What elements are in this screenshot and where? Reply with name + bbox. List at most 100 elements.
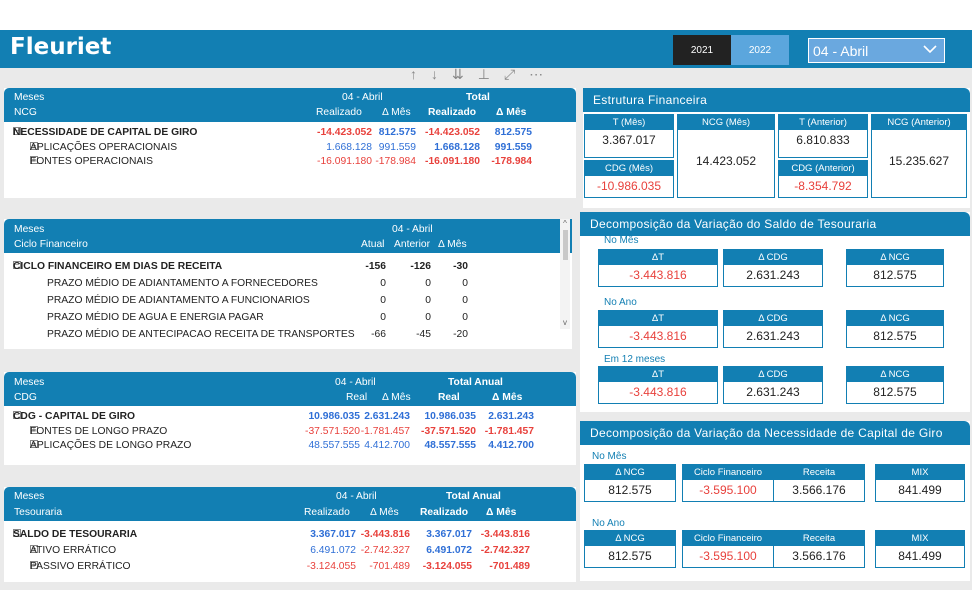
arrow-up-icon[interactable]: ↑ [410, 66, 417, 82]
year-2022-button[interactable]: 2022 [731, 35, 789, 65]
cell: 48.557.555 [308, 440, 360, 452]
table-row[interactable]: + PASSIVO ERRÁTICO -3.124.055 -701.489 -3… [4, 561, 576, 577]
header-cdg: CDG [14, 392, 37, 403]
collapse-icon[interactable]: − [13, 528, 21, 537]
kpi-card: MIX 841.499 [875, 464, 965, 502]
card-label: CDG (Anterior) [779, 161, 867, 176]
cell: 4.412.700 [364, 440, 410, 452]
cdg-matrix-header: Meses CDG 04 - Abril Total Anual Real Δ … [4, 372, 576, 406]
cell: -30 [453, 261, 468, 272]
month-dropdown-value: 04 - Abril [813, 43, 869, 59]
card-label: ΔT [599, 367, 717, 382]
more-options-icon[interactable]: ⋯ [529, 66, 544, 82]
kpi-card: Ciclo Financeiro -3.595.100 [682, 530, 774, 568]
table-row[interactable]: PRAZO MÉDIO DE ADIANTAMENTO A FORNECEDOR… [4, 278, 572, 295]
cell: -156 [365, 261, 386, 272]
table-row[interactable]: − SALDO DE TESOURARIA 3.367.017 -3.443.81… [4, 529, 576, 545]
expand-icon[interactable]: + [30, 439, 38, 449]
expand-icon[interactable]: + [30, 155, 38, 165]
scroll-thumb[interactable] [562, 230, 568, 260]
group-label: Em 12 meses [604, 354, 666, 365]
collapse-icon[interactable]: − [13, 126, 21, 135]
card-value: 812.575 [873, 268, 917, 282]
card-label: CDG (Mês) [585, 161, 673, 176]
cell: -701.489 [369, 561, 410, 572]
cell: -126 [410, 261, 431, 272]
card-value: -10.986.035 [596, 179, 662, 193]
row-label: APLICAÇÕES DE LONGO PRAZO [30, 440, 192, 452]
header-month-group: 04 - Abril [336, 491, 377, 502]
vertical-scrollbar[interactable]: ^ v [560, 219, 570, 329]
expand-icon[interactable]: + [30, 560, 38, 569]
cell: -701.489 [489, 561, 530, 572]
card-label: Δ CDG [724, 250, 822, 265]
table-row[interactable]: + APLICAÇÕES DE LONGO PRAZO 48.557.555 4.… [4, 440, 576, 454]
table-row[interactable]: + ATIVO ERRÁTICO 6.491.072 -2.742.327 6.4… [4, 545, 576, 561]
card-label: T (Anterior) [779, 115, 867, 130]
collapse-icon[interactable]: − [13, 410, 21, 419]
table-row[interactable]: PRAZO MÉDIO DE ANTECIPACAO RECEITA DE TR… [4, 329, 572, 346]
table-row[interactable]: + APLICAÇÕES OPERACIONAIS 1.668.128 991.5… [4, 142, 576, 156]
kpi-card: Δ NCG 812.575 [846, 249, 944, 287]
row-label: PASSIVO ERRÁTICO [30, 561, 131, 572]
card-label: Δ NCG [847, 367, 943, 382]
header-meses: Meses [14, 224, 45, 235]
header-meses: Meses [14, 377, 45, 388]
kpi-card: Δ CDG 2.631.243 [723, 310, 823, 348]
cell: 0 [425, 312, 431, 323]
card-label: MIX [876, 531, 964, 546]
decomp-ncg-panel: Decomposição da Variação da Necessidade … [580, 421, 970, 581]
table-row[interactable]: − CICLO FINANCEIRO EM DIAS DE RECEITA -15… [4, 261, 572, 278]
kpi-card: ΔT -3.443.816 [598, 366, 718, 404]
card-label: Δ CDG [724, 311, 822, 326]
panel-title: Estrutura Financeira [583, 88, 970, 112]
col-realizado: Realizado [316, 107, 362, 118]
table-row[interactable]: + FONTES DE LONGO PRAZO -37.571.520 -1.78… [4, 426, 576, 440]
col-real: Real [346, 392, 368, 403]
card-value: 812.575 [873, 385, 917, 399]
card-value: 2.631.243 [746, 385, 800, 399]
table-row[interactable]: PRAZO MÉDIO DE AGUA E ENERGIA PAGAR 0 0 … [4, 312, 572, 329]
row-label: PRAZO MÉDIO DE ANTECIPACAO RECEITA DE TR… [47, 329, 355, 340]
cell: 991.559 [378, 142, 416, 154]
kpi-card: Δ NCG 812.575 [846, 310, 944, 348]
expand-icon[interactable]: + [30, 544, 38, 553]
table-row[interactable]: − CDG - CAPITAL DE GIRO 10.986.035 2.631.… [4, 411, 576, 426]
ncg-matrix: Meses NCG 04 - Abril Total Realizado Δ M… [4, 88, 576, 198]
cell: 0 [462, 312, 468, 323]
card-value: 3.367.017 [602, 133, 656, 147]
cell: -45 [416, 329, 431, 340]
table-row[interactable]: − NECESSIDADE DE CAPITAL DE GIRO -14.423.… [4, 127, 576, 142]
cell: 0 [380, 278, 386, 289]
expand-icon[interactable]: + [30, 425, 38, 435]
top-bar: Fleuriet 2021 2022 04 - Abril [0, 30, 972, 68]
header-month-group: 04 - Abril [392, 224, 433, 235]
month-dropdown[interactable]: 04 - Abril [808, 38, 945, 63]
kpi-card: Δ NCG 812.575 [846, 366, 944, 404]
expand-icon[interactable]: + [30, 141, 38, 151]
card-value: 841.499 [898, 483, 942, 497]
visual-toolbar: ↑ ↓ ⇊ ⊥ ⤢ ⋯ [410, 66, 543, 84]
kpi-card: Receita 3.566.176 [773, 464, 865, 502]
collapse-icon[interactable]: − [13, 260, 21, 269]
col-delta-mes: Δ Mês [370, 507, 399, 518]
arrow-down-icon[interactable]: ↓ [431, 66, 438, 82]
cell: 0 [425, 295, 431, 306]
table-row[interactable]: PRAZO MÉDIO DE ADIANTAMENTO A FUNCIONARI… [4, 295, 572, 312]
card-label: T (Mês) [585, 115, 673, 130]
app-title: Fleuriet [10, 34, 112, 60]
cell: -1.781.457 [484, 426, 534, 438]
cell: 10.986.035 [308, 411, 360, 422]
double-arrow-down-icon[interactable]: ⇊ [452, 66, 464, 82]
scroll-up-icon[interactable]: ^ [563, 219, 567, 228]
cell: 812.575 [378, 127, 416, 138]
cell: 0 [462, 295, 468, 306]
cell: -66 [371, 329, 386, 340]
year-2021-button[interactable]: 2021 [673, 35, 731, 65]
focus-mode-icon[interactable]: ⤢ [503, 66, 516, 82]
col-delta-mes: Δ Mês [438, 239, 467, 250]
card-value: -3.443.816 [629, 385, 687, 399]
expand-hierarchy-icon[interactable]: ⊥ [477, 66, 490, 82]
scroll-down-icon[interactable]: v [563, 318, 567, 327]
table-row[interactable]: + FONTES OPERACIONAIS -16.091.180 -178.98… [4, 156, 576, 170]
